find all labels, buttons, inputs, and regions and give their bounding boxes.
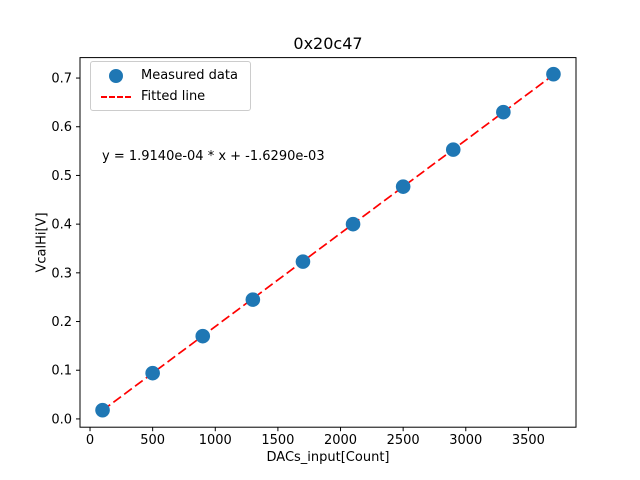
- svg-text:0.0: 0.0: [51, 412, 72, 427]
- svg-text:0.3: 0.3: [51, 266, 72, 281]
- svg-text:2500: 2500: [387, 433, 420, 448]
- svg-text:3500: 3500: [512, 433, 545, 448]
- svg-text:3000: 3000: [449, 433, 482, 448]
- legend-item-measured-data: Measured data: [101, 68, 238, 83]
- svg-text:1500: 1500: [261, 433, 294, 448]
- svg-text:0.6: 0.6: [51, 120, 72, 135]
- svg-text:1000: 1000: [199, 433, 232, 448]
- svg-text:2000: 2000: [324, 433, 357, 448]
- measured-data-marker-icon: [101, 68, 131, 83]
- legend-label-measured-data: Measured data: [141, 68, 238, 83]
- svg-text:0.4: 0.4: [51, 218, 72, 233]
- fit-equation-annotation: y = 1.9140e-04 * x + -1.6290e-03: [102, 149, 325, 164]
- svg-text:500: 500: [140, 433, 165, 448]
- fitted-line-icon: [101, 95, 131, 98]
- svg-text:0: 0: [86, 433, 94, 448]
- svg-text:0.1: 0.1: [51, 364, 72, 379]
- y-axis-label: VcalHi[V]: [34, 212, 50, 273]
- svg-text:0.2: 0.2: [51, 315, 72, 330]
- legend-item-fitted-line: Fitted line: [101, 89, 238, 104]
- svg-text:0.7: 0.7: [51, 72, 72, 87]
- x-axis-label: DACs_input[Count]: [266, 450, 390, 465]
- svg-text:0.5: 0.5: [51, 169, 72, 184]
- legend-label-fitted-line: Fitted line: [141, 89, 206, 104]
- legend: Measured data Fitted line: [90, 61, 251, 111]
- chart-title: 0x20c47: [293, 34, 363, 53]
